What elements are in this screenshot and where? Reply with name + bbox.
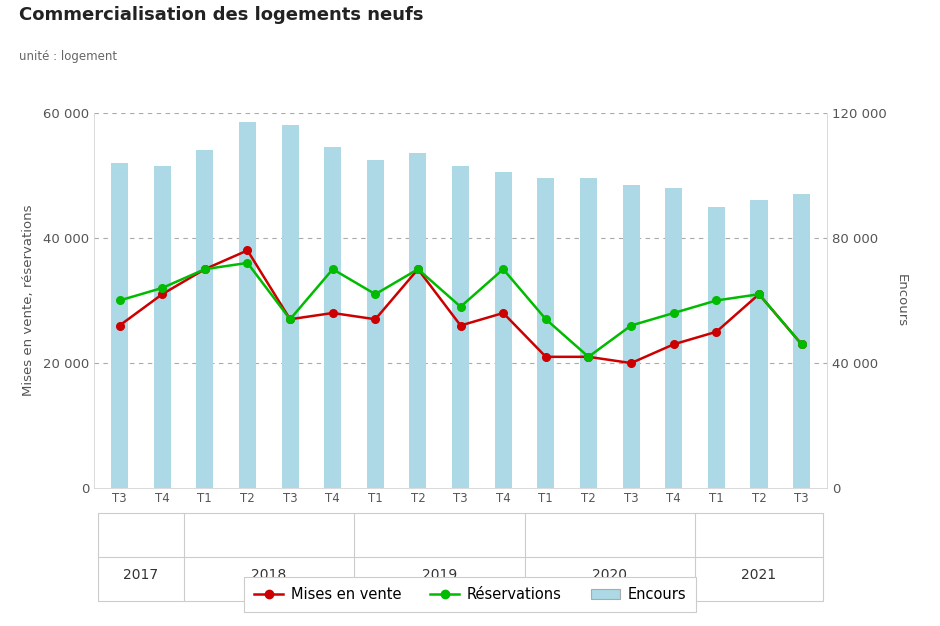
Bar	[666, 188, 682, 488]
Bar	[153, 166, 171, 488]
Text: 2019: 2019	[422, 568, 457, 582]
Bar	[282, 125, 299, 488]
Bar	[452, 166, 469, 488]
Text: 2020: 2020	[592, 568, 627, 582]
Text: 2017: 2017	[123, 568, 159, 582]
Bar	[410, 153, 427, 488]
Bar	[324, 147, 341, 488]
Bar	[580, 178, 597, 488]
Text: 2021: 2021	[742, 568, 776, 582]
Bar	[793, 194, 810, 488]
Bar	[750, 200, 768, 488]
Text: unité : logement: unité : logement	[19, 50, 117, 63]
Bar	[239, 122, 256, 488]
Y-axis label: Encours: Encours	[895, 274, 908, 327]
Bar	[196, 150, 213, 488]
Text: 2018: 2018	[251, 568, 287, 582]
Bar	[622, 185, 639, 488]
Legend: Mises en vente, Réservations, Encours: Mises en vente, Réservations, Encours	[244, 577, 696, 612]
Bar	[494, 172, 511, 488]
Bar	[367, 160, 384, 488]
Bar	[708, 207, 725, 488]
Bar	[538, 178, 555, 488]
Text: Commercialisation des logements neufs: Commercialisation des logements neufs	[19, 6, 423, 24]
Y-axis label: Mises en vente, réservations: Mises en vente, réservations	[22, 205, 35, 396]
Bar	[111, 163, 128, 488]
